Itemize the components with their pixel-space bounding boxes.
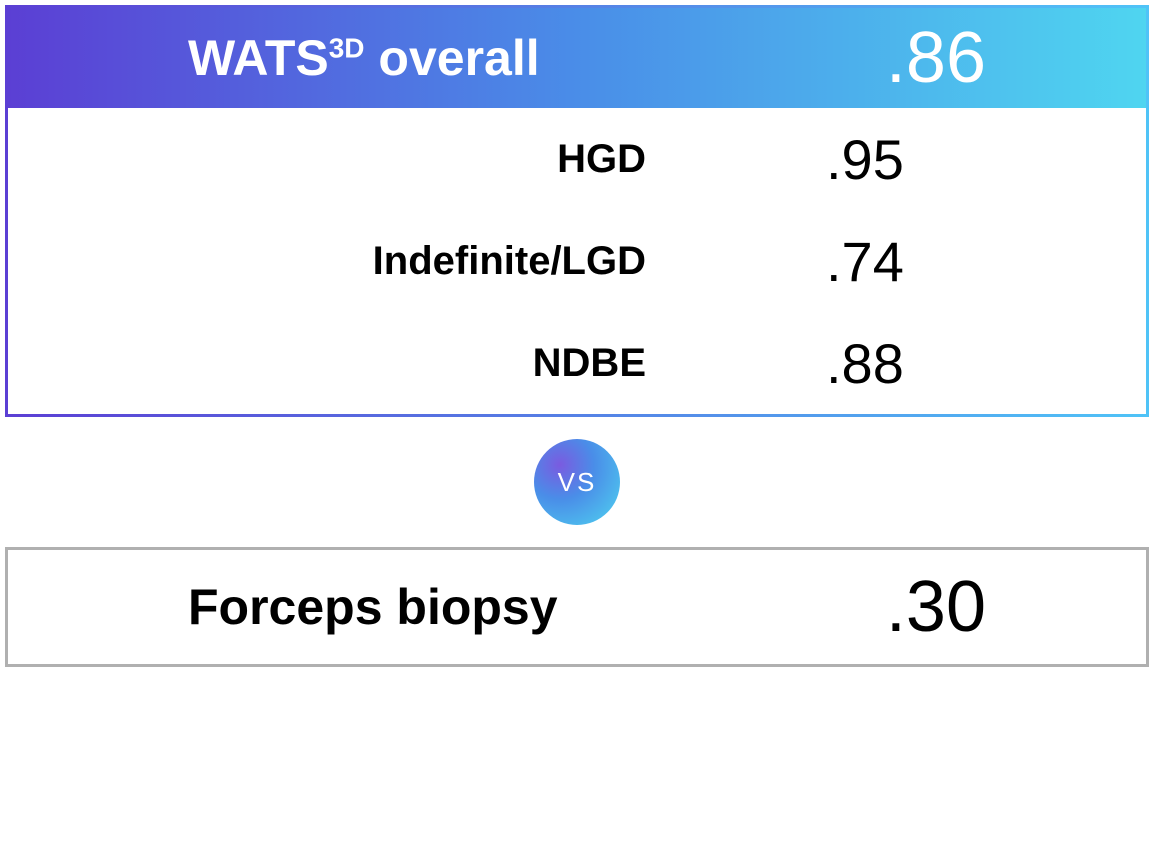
wats-row-label: NDBE xyxy=(188,341,826,386)
wats-row-indefinite-lgd: Indefinite/LGD .74 xyxy=(8,210,1146,312)
vs-badge: VS xyxy=(534,439,620,525)
wats-title: WATS3D overall xyxy=(188,29,886,87)
wats-row-value: .74 xyxy=(826,229,1086,294)
wats-row-label: HGD xyxy=(188,137,826,182)
wats-row-hgd: HGD .95 xyxy=(8,108,1146,210)
forceps-title: Forceps biopsy xyxy=(188,578,886,636)
wats-row-label: Indefinite/LGD xyxy=(188,239,826,284)
wats-title-suffix: overall xyxy=(365,30,540,86)
wats-overall-value: .86 xyxy=(886,17,1086,99)
wats-row-value: .88 xyxy=(826,331,1086,396)
wats-row-ndbe: NDBE .88 xyxy=(8,312,1146,414)
wats-header: WATS3D overall .86 xyxy=(8,8,1146,108)
vs-label: VS xyxy=(558,467,597,498)
forceps-box: Forceps biopsy .30 xyxy=(5,547,1149,667)
wats-row-value: .95 xyxy=(826,127,1086,192)
wats-box: WATS3D overall .86 HGD .95 Indefinite/LG… xyxy=(5,5,1149,417)
wats-rows: HGD .95 Indefinite/LGD .74 NDBE .88 xyxy=(8,108,1146,414)
wats-title-main: WATS xyxy=(188,30,329,86)
comparison-infographic: WATS3D overall .86 HGD .95 Indefinite/LG… xyxy=(5,5,1149,667)
vs-container: VS xyxy=(5,417,1149,547)
wats-title-sup: 3D xyxy=(329,32,365,63)
forceps-value: .30 xyxy=(886,566,1086,648)
